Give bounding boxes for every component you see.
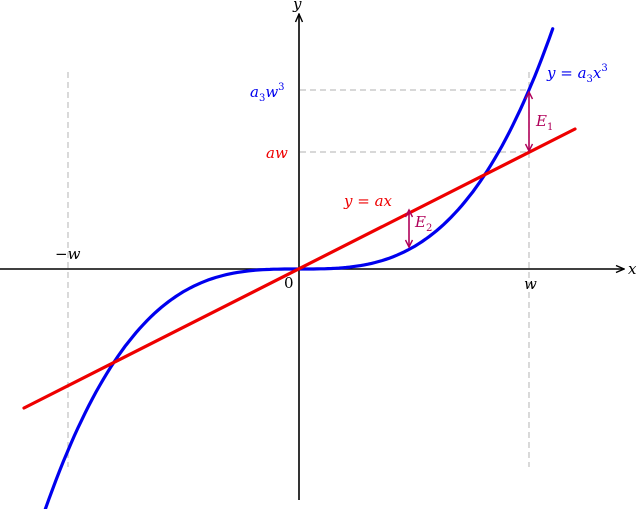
tick-label-aw: aw	[266, 144, 288, 162]
x-axis-label: x	[628, 260, 637, 278]
tick-label-a3w3: a3w3	[250, 82, 285, 104]
linear-line-label: y = ax	[343, 192, 393, 210]
error-label-e2: E2	[414, 213, 432, 234]
cubic-curve-label: y = a3x3	[546, 63, 608, 85]
tick-label-w: w	[524, 275, 537, 293]
origin-label: 0	[284, 274, 294, 292]
error-label-e1: E1	[535, 112, 553, 133]
y-axis-label: y	[292, 0, 302, 13]
linear-line	[22, 127, 577, 410]
tick-label-minus-w: −w	[55, 245, 81, 263]
